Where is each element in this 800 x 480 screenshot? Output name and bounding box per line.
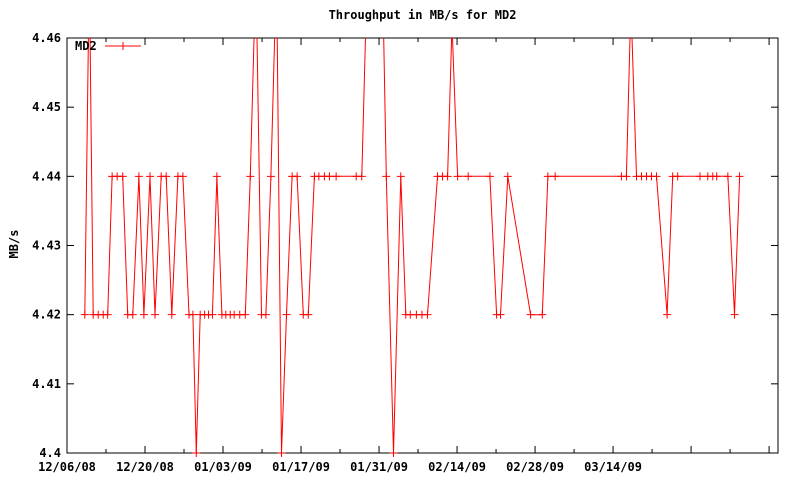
chart-title: Throughput in MB/s for MD2 [328, 8, 517, 22]
y-tick-label: 4.45 [32, 100, 61, 114]
data-point-marker [663, 310, 672, 319]
data-point-marker [128, 310, 137, 319]
data-point-marker [139, 310, 148, 319]
x-tick-label: 12/06/08 [38, 460, 96, 474]
data-point-marker [80, 310, 89, 319]
data-point-marker [723, 172, 732, 181]
y-tick-label: 4.42 [32, 308, 61, 322]
legend: MD2 [75, 39, 143, 53]
legend-sample-plus-marker [118, 42, 127, 50]
data-point-marker [208, 310, 217, 319]
data-point-marker [246, 172, 255, 181]
data-point-marker [622, 172, 631, 181]
legend-line-sample [104, 42, 141, 50]
data-point-marker [496, 310, 505, 319]
data-point-marker [192, 449, 201, 457]
data-point-marker [178, 172, 187, 181]
data-point-marker [543, 172, 552, 181]
data-point-marker [332, 172, 341, 181]
series-line-md2 [84, 38, 741, 453]
y-tick-label: 4.46 [32, 31, 61, 45]
data-point-marker [282, 310, 291, 319]
data-point-marker [277, 449, 286, 457]
data-point-marker [212, 172, 221, 181]
x-tick-label: 02/14/09 [428, 460, 486, 474]
data-point-marker [357, 172, 366, 181]
x-tick-label: 01/17/09 [272, 460, 330, 474]
data-point-marker [730, 310, 739, 319]
data-point-marker [735, 172, 744, 181]
data-point-marker [146, 172, 155, 181]
data-point-marker [396, 172, 405, 181]
data-point-marker [188, 310, 197, 319]
data-point-marker [464, 172, 473, 181]
data-point-marker [293, 172, 302, 181]
y-tick-label: 4.41 [32, 377, 61, 391]
data-point-marker [526, 310, 535, 319]
data-point-marker [325, 172, 334, 181]
data-point-marker [551, 172, 560, 181]
data-point-marker [162, 172, 171, 181]
data-point-marker [423, 310, 432, 319]
x-tick-label: 12/20/08 [116, 460, 174, 474]
data-point-marker [503, 172, 512, 181]
data-point-marker [304, 310, 313, 319]
y-tick-label: 4.44 [32, 169, 61, 183]
data-point-marker [266, 172, 275, 181]
y-tick-label: 4.4 [39, 446, 61, 460]
y-axis-title: MB/s [7, 229, 21, 259]
data-point-marker [134, 172, 143, 181]
data-point-marker [538, 310, 547, 319]
x-tick-label: 02/28/09 [506, 460, 564, 474]
data-point-marker [167, 310, 176, 319]
data-point-marker [712, 172, 721, 181]
legend-series-label: MD2 [75, 39, 97, 53]
x-tick-label: 01/03/09 [194, 460, 252, 474]
plot-frame [66, 37, 779, 454]
data-point-marker [485, 172, 494, 181]
data-point-marker [453, 172, 462, 181]
data-point-marker [118, 172, 127, 181]
data-point-marker [652, 172, 661, 181]
data-point-marker [151, 310, 160, 319]
data-point-marker [673, 172, 682, 181]
data-point-marker [261, 310, 270, 319]
data-point-marker [382, 172, 391, 181]
data-point-marker [389, 449, 398, 457]
data-point-marker [443, 172, 452, 181]
data-point-marker [241, 310, 250, 319]
data-point-marker [695, 172, 704, 181]
x-tick-label: 01/31/09 [350, 460, 408, 474]
x-tick-label: 03/14/09 [584, 460, 642, 474]
y-tick-label: 4.43 [32, 239, 61, 253]
data-point-marker [103, 310, 112, 319]
